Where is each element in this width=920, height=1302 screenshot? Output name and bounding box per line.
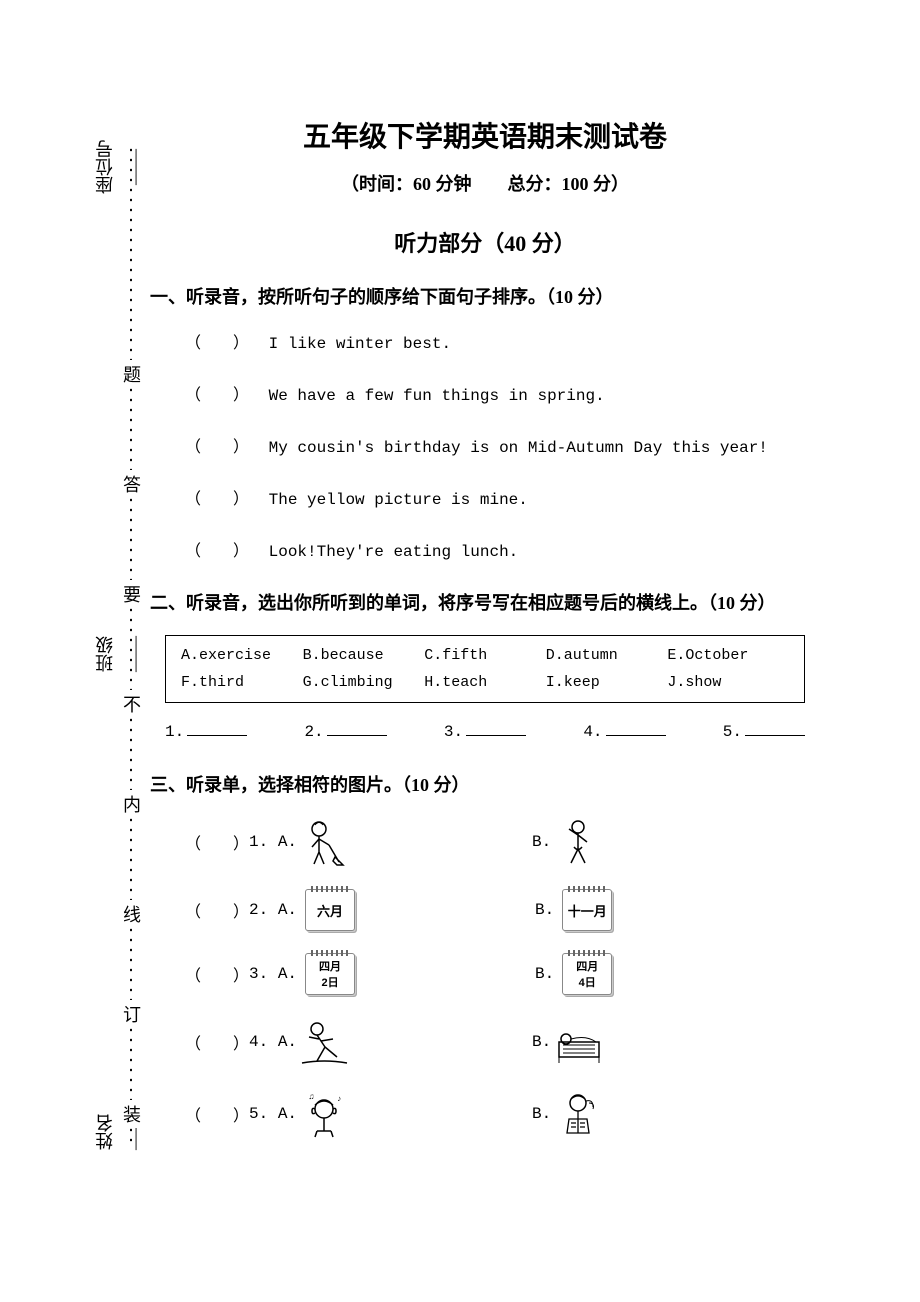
page-subtitle: （时间：60 分钟 总分：100 分） (150, 170, 820, 196)
q3-item-3: （ ） 3. A. 四月 2日 B. 四月 4日 (185, 953, 820, 995)
q1-text-3: My cousin's birthday is on Mid-Autumn Da… (269, 439, 768, 457)
child-sleeping-icon (551, 1017, 606, 1067)
calendar-apr4-icon: 四月 4日 (562, 953, 612, 995)
q3-3-b-label: B. (535, 965, 554, 983)
word-row-1: A.exercise B.because C.fifth D.autumn E.… (181, 642, 789, 669)
calendar-apr2-icon: 四月 2日 (305, 953, 355, 995)
q1-text-1: I like winter best. (269, 335, 451, 353)
binding-dotted-line (130, 145, 132, 1145)
q3-item-5: （ ） 5. A. ♪♫ B. (185, 1089, 820, 1139)
dotted-label-ding: 订 (118, 1000, 144, 1028)
q1-text-5: Look!They're eating lunch. (269, 543, 519, 561)
q1-text-2: We have a few fun things in spring. (269, 387, 605, 405)
section-title: 听力部分（40 分） (150, 226, 820, 258)
dotted-label-xian: 线 (118, 900, 144, 928)
blank-1[interactable]: 1. (165, 723, 247, 741)
q1-item-2: （ ） We have a few fun things in spring. (185, 381, 820, 405)
word-e: E.October (667, 642, 789, 669)
blank-4[interactable]: 4. (583, 723, 665, 741)
q3-num-5: 5. A. (249, 1105, 297, 1123)
dotted-label-yao: 要 (118, 580, 144, 608)
girl-dancing-icon (551, 817, 606, 867)
q3-num-1: 1. A. (249, 833, 297, 851)
blank-5[interactable]: 5. (723, 723, 805, 741)
q1-paren-2[interactable]: （ ） (185, 387, 249, 404)
q3-item-4: （ ） 4. A. B. (185, 1017, 820, 1067)
page-content: 五年级下学期英语期末测试卷 （时间：60 分钟 总分：100 分） 听力部分（4… (150, 115, 820, 1161)
q1-text-4: The yellow picture is mine. (269, 491, 528, 509)
q1-item-4: （ ） The yellow picture is mine. (185, 485, 820, 509)
q3-num-2: 2. A. (249, 901, 297, 919)
q1-paren-4[interactable]: （ ） (185, 491, 249, 508)
child-running-icon (297, 1017, 352, 1067)
binding-margin: 座位号____ 班级____ 姓名____ (90, 140, 140, 1150)
girl-listening-music-icon: ♪♫ (297, 1089, 352, 1139)
q3-header: 三、听录单，选择相符的图片。（10 分） (150, 771, 820, 797)
q3-num-3: 3. A. (249, 965, 297, 983)
dotted-label-ti: 题 (118, 360, 144, 388)
girl-reading-icon (551, 1089, 606, 1139)
q1-paren-1[interactable]: （ ） (185, 335, 249, 352)
class-label: 班级 (92, 636, 118, 672)
q3-1-b-label: B. (532, 833, 551, 851)
word-b: B.because (303, 642, 425, 669)
q2-header: 二、听录音，选出你所听到的单词，将序号写在相应题号后的横线上。（10 分） (150, 589, 820, 615)
q3-paren-5[interactable]: （ ） (185, 1102, 249, 1126)
calendar-november-icon: 十一月 (562, 889, 612, 931)
q3-item-1: （ ） 1. A. B. (185, 817, 820, 867)
word-a: A.exercise (181, 642, 303, 669)
girl-sweeping-icon (297, 817, 352, 867)
word-c: C.fifth (424, 642, 546, 669)
q3-5-b-label: B. (532, 1105, 551, 1123)
q3-item-2: （ ） 2. A. 六月 B. 十一月 (185, 889, 820, 931)
q1-paren-5[interactable]: （ ） (185, 543, 249, 560)
dotted-label-da: 答 (118, 470, 144, 498)
blank-3[interactable]: 3. (444, 723, 526, 741)
name-label: 姓名 (92, 1114, 118, 1150)
word-row-2: F.third G.climbing H.teach I.keep J.show (181, 669, 789, 696)
q3-paren-4[interactable]: （ ） (185, 1030, 249, 1054)
q2-blanks: 1. 2. 3. 4. 5. (165, 723, 805, 741)
q1-item-5: （ ） Look!They're eating lunch. (185, 537, 820, 561)
dotted-label-nei: 内 (118, 790, 144, 818)
q3-num-4: 4. A. (249, 1033, 297, 1051)
q3-2-b-label: B. (535, 901, 554, 919)
word-h: H.teach (424, 669, 546, 696)
q1-paren-3[interactable]: （ ） (185, 439, 249, 456)
dotted-label-zhuang: 装 (118, 1100, 144, 1128)
blank-2[interactable]: 2. (304, 723, 386, 741)
word-g: G.climbing (303, 669, 425, 696)
q1-header: 一、听录音，按所听句子的顺序给下面句子排序。（10 分） (150, 283, 820, 309)
dotted-label-bu: 不 (118, 690, 144, 718)
word-f: F.third (181, 669, 303, 696)
word-d: D.autumn (546, 642, 668, 669)
q3-paren-1[interactable]: （ ） (185, 830, 249, 854)
word-i: I.keep (546, 669, 668, 696)
q1-item-3: （ ） My cousin's birthday is on Mid-Autum… (185, 433, 820, 457)
svg-text:♫: ♫ (309, 1093, 314, 1102)
q1-item-1: （ ） I like winter best. (185, 329, 820, 353)
word-box: A.exercise B.because C.fifth D.autumn E.… (165, 635, 805, 703)
q3-paren-2[interactable]: （ ） (185, 898, 249, 922)
svg-text:♪: ♪ (337, 1095, 342, 1104)
q3-paren-3[interactable]: （ ） (185, 962, 249, 986)
seat-label: 座位号 (92, 140, 118, 194)
word-j: J.show (667, 669, 789, 696)
q3-4-b-label: B. (532, 1033, 551, 1051)
page-title: 五年级下学期英语期末测试卷 (150, 115, 820, 155)
calendar-june-icon: 六月 (305, 889, 355, 931)
